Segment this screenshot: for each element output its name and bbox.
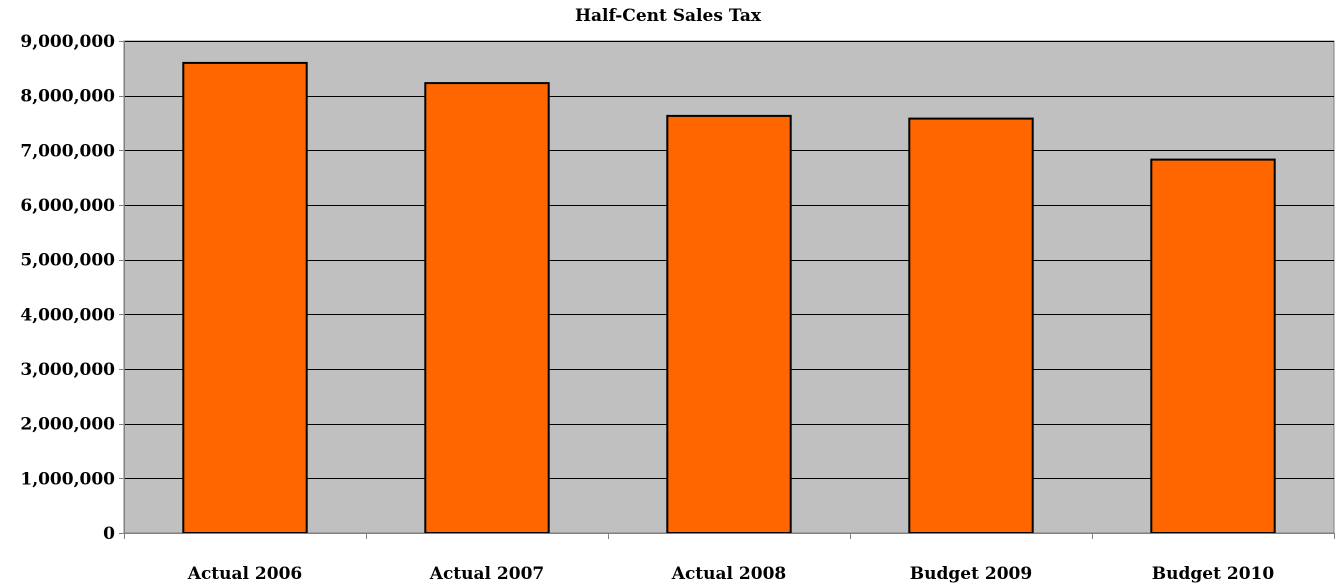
bar-actual-2007 [424,82,550,534]
chart-title: Half-Cent Sales Tax [574,6,761,26]
x-tick-label-actual-2006: Actual 2006 [187,564,302,584]
bar-actual-2006 [182,61,308,535]
x-tick-label-actual-2007: Actual 2007 [429,564,544,584]
bar-budget-2009 [908,117,1034,534]
y-tick-label-0: 0 [103,524,115,544]
bar-actual-2008 [666,114,792,535]
y-tick-label-3: 3,000,000 [20,360,115,380]
x-tick-labels: Actual 2006 Actual 2007 Actual 2008 Budget … [187,564,1275,584]
x-tick-label-budget-2010: Budget 2010 [1152,564,1275,584]
y-tick-label-8: 8,000,000 [20,87,115,107]
axes [119,41,1335,539]
y-tick-label-9: 9,000,000 [20,32,115,52]
y-tick-label-2: 2,000,000 [20,415,115,435]
x-tick-label-budget-2009: Budget 2009 [910,564,1032,584]
y-tick-label-6: 6,000,000 [20,196,115,216]
y-tick-label-1: 1,000,000 [20,469,115,489]
x-tick-label-actual-2008: Actual 2008 [671,564,786,584]
bar-budget-2010 [1150,158,1276,534]
y-tick-labels: 0 1,000,000 2,000,000 3,000,000 4,000,000 5,0… [20,32,115,544]
bars [182,61,1276,535]
y-tick-label-4: 4,000,000 [20,305,115,325]
y-tick-label-7: 7,000,000 [20,141,115,161]
y-tick-label-5: 5,000,000 [20,251,115,271]
